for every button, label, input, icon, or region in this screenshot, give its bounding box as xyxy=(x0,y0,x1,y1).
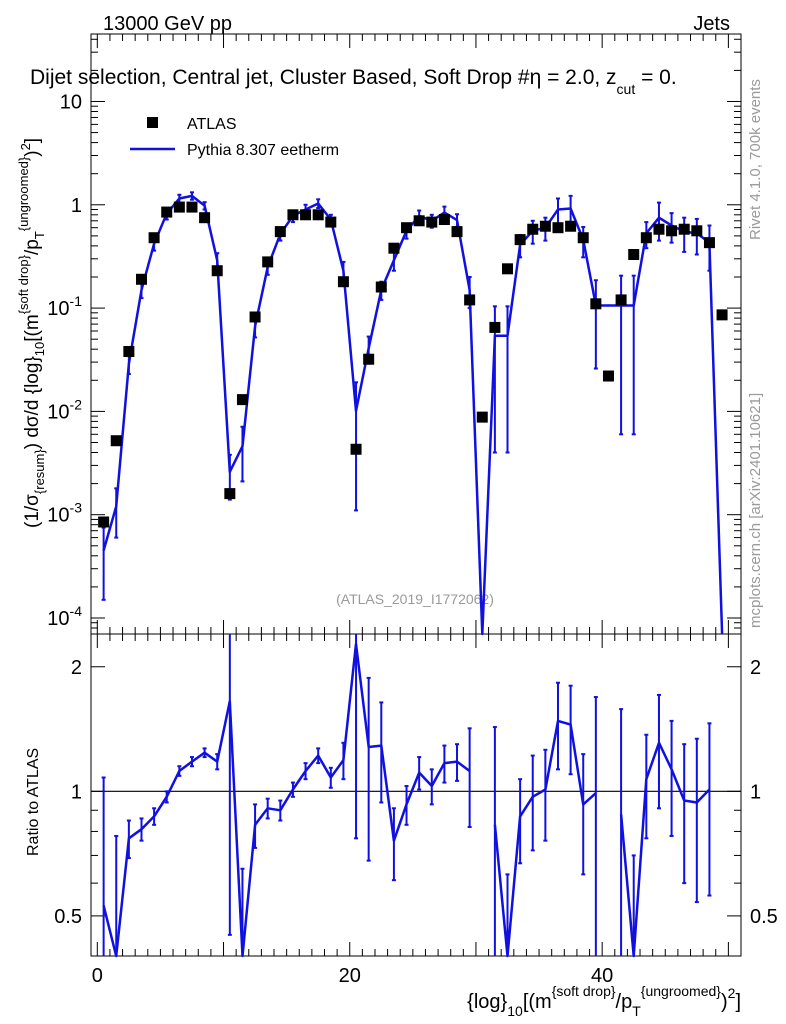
y-tick-label-ratio: 1 xyxy=(71,781,82,803)
atlas-data-point xyxy=(161,206,173,218)
atlas-data-point xyxy=(602,370,614,382)
atlas-data-point xyxy=(274,226,286,238)
atlas-data-point xyxy=(211,265,223,277)
atlas-data-point xyxy=(325,216,337,228)
atlas-data-point xyxy=(615,294,627,306)
atlas-data-point xyxy=(287,209,299,221)
atlas-data-point xyxy=(666,225,678,237)
atlas-data-point xyxy=(552,222,564,234)
atlas-data-point xyxy=(590,298,602,310)
atlas-data-point xyxy=(476,411,488,423)
atlas-data-point xyxy=(539,220,551,232)
atlas-data-point xyxy=(123,345,135,357)
atlas-data-point xyxy=(401,222,413,234)
x-axis-title: {log}10[(m{soft drop}/pT{ungroomed})2] xyxy=(467,983,741,1019)
beam-label: 13000 GeV pp xyxy=(103,13,232,35)
y-tick-label-main: 1 xyxy=(71,195,82,217)
y-tick-label-ratio: 0.5 xyxy=(54,906,82,928)
atlas-data-point xyxy=(703,237,715,249)
atlas-data-point xyxy=(502,263,514,275)
x-tick-label: 20 xyxy=(339,965,361,987)
atlas-data-point xyxy=(716,309,728,321)
atlas-data-point xyxy=(451,226,463,238)
svg-text:(1/σ{resum}) dσ/d {log}10[(m{s: (1/σ{resum}) dσ/d {log}10[(m{soft drop}/… xyxy=(16,138,47,528)
atlas-data-point xyxy=(312,209,324,221)
atlas-data-point xyxy=(489,321,501,333)
x-tick-label: 0 xyxy=(92,965,103,987)
atlas-data-point xyxy=(173,201,185,213)
y-tick-label-main: 10-2 xyxy=(47,396,82,423)
legend-label-atlas: ATLAS xyxy=(187,116,237,133)
atlas-data-point xyxy=(363,353,375,365)
y-tick-label-main: 10-1 xyxy=(47,293,82,320)
atlas-data-point xyxy=(135,273,147,285)
mcplots-label: mcplots.cern.ch [arXiv:2401.10621] xyxy=(747,393,764,628)
atlas-data-point xyxy=(249,311,261,323)
atlas-data-point xyxy=(388,242,400,254)
atlas-data-point xyxy=(628,249,640,261)
y-tick-label-ratio: 2 xyxy=(71,657,82,679)
legend: ATLAS Pythia 8.307 eetherm xyxy=(130,116,339,159)
atlas-data-point xyxy=(300,209,312,221)
atlas-data-point xyxy=(199,212,211,224)
atlas-data-point xyxy=(640,232,652,244)
process-label: Jets xyxy=(693,13,730,35)
ratio-panel-frame xyxy=(90,633,742,957)
atlas-data-point xyxy=(224,488,236,500)
y-tick-label-main: 10-3 xyxy=(47,500,82,527)
atlas-data-point xyxy=(110,435,122,447)
atlas-data-point xyxy=(438,214,450,226)
atlas-data-point xyxy=(413,215,425,227)
atlas-data-point xyxy=(678,223,690,235)
x-tick-label: 40 xyxy=(591,965,613,987)
atlas-data-point xyxy=(148,232,160,244)
atlas-data-point xyxy=(577,232,589,244)
y-tick-label-main: 10 xyxy=(60,91,82,113)
atlas-data-point xyxy=(653,223,665,235)
atlas-data-point xyxy=(514,234,526,246)
plot-title: Dijet selection, Central jet, Cluster Ba… xyxy=(30,66,677,97)
y-tick-label-ratio-right: 2 xyxy=(750,657,761,679)
atlas-data-point xyxy=(262,256,274,268)
svg-text:{log}10[(m{soft drop}/pT{ungro: {log}10[(m{soft drop}/pT{ungroomed})2] xyxy=(467,983,741,1019)
legend-label-mc: Pythia 8.307 eetherm xyxy=(187,142,339,159)
rivet-label: Rivet 4.1.0, 700k events xyxy=(747,79,764,240)
atlas-data-point xyxy=(426,216,438,228)
atlas-data-point xyxy=(337,276,349,288)
svg-text:Dijet selection, Central jet,: Dijet selection, Central jet, Cluster Ba… xyxy=(30,66,677,97)
legend-marker-atlas xyxy=(147,117,158,128)
atlas-data-point xyxy=(236,394,248,406)
analysis-watermark: (ATLAS_2019_I1772062) xyxy=(336,591,494,607)
atlas-data-point xyxy=(527,223,539,235)
y-tick-label-main: 10-4 xyxy=(47,603,82,630)
y-tick-label-ratio-right: 1 xyxy=(750,781,761,803)
atlas-data-point xyxy=(375,281,387,293)
atlas-data-point xyxy=(565,220,577,232)
atlas-data-point xyxy=(464,294,476,306)
atlas-data-point xyxy=(186,201,198,213)
atlas-data-point xyxy=(350,443,362,455)
atlas-data-point xyxy=(691,225,703,237)
atlas-data-point xyxy=(98,516,110,528)
y-tick-label-ratio-right: 0.5 xyxy=(750,906,778,928)
ratio-series-line xyxy=(102,642,711,958)
y-axis-title-ratio: Ratio to ATLAS xyxy=(25,748,42,856)
y-axis-title-main: (1/σ{resum}) dσ/d {log}10[(m{soft drop}/… xyxy=(16,138,47,528)
mc-series-line xyxy=(102,194,724,636)
